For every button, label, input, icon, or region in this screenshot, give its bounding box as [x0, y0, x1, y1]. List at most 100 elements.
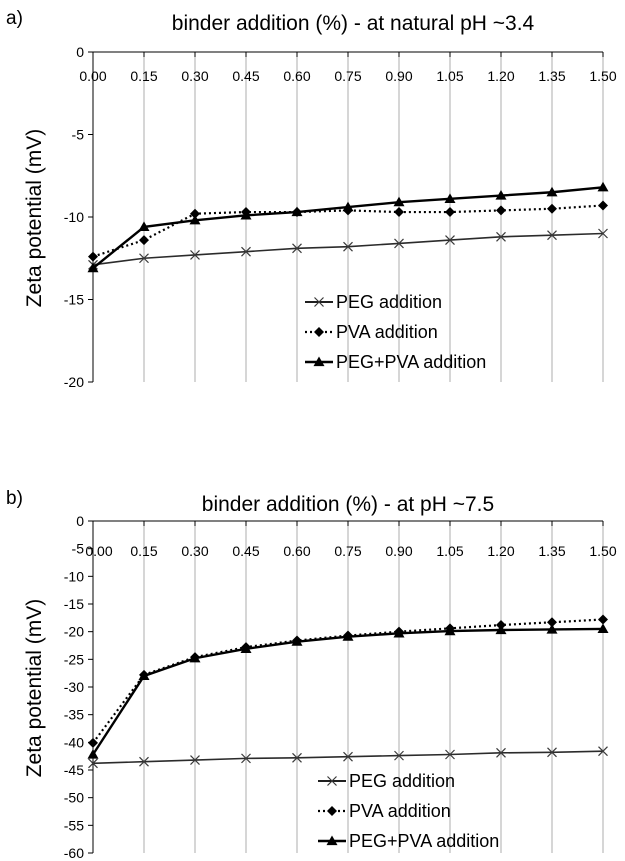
panel-b: b) binder addition (%) - at pH ~7.5 Zeta…: [6, 488, 617, 861]
data-point: [547, 203, 557, 214]
legend-marker: [314, 327, 324, 337]
data-point: [139, 756, 149, 767]
legend-marker: [327, 776, 337, 786]
legend-item: PEG+PVA addition: [305, 352, 486, 372]
legend-label: PVA addition: [349, 801, 451, 821]
x-tick-label: 0.75: [334, 68, 361, 84]
y-tick-label: -20: [64, 624, 84, 640]
data-point: [393, 627, 405, 638]
data-point: [495, 624, 507, 635]
data-point: [292, 752, 302, 763]
data-point: [496, 205, 506, 216]
panel-label: a): [6, 8, 23, 29]
x-tick-label: 1.05: [436, 543, 463, 559]
legend-label: PEG addition: [349, 771, 455, 791]
data-point: [394, 238, 404, 249]
x-tick-label: 0.30: [181, 543, 208, 559]
y-axis-label: Zeta potential (mV): [23, 129, 46, 308]
data-point: [292, 243, 302, 254]
data-point: [598, 614, 608, 625]
y-tick-label: -20: [64, 374, 84, 390]
series-3: [87, 623, 609, 759]
x-ticks: 0.00 0.15 0.30 0.45 0.60 0.75 0.90 1.05 1.20 1.35…: [85, 521, 617, 559]
y-tick-label: -15: [64, 292, 84, 308]
y-ticks: 0 -5 -10 -15 -20 -25 -30 -35 -40 -45 -50 -55 -60: [64, 513, 93, 861]
y-tick-label: -5: [72, 127, 85, 143]
y-tick-label: -15: [64, 596, 84, 612]
x-tick-label: 1.50: [589, 543, 616, 559]
x-ticks: 0.00 0.15 0.30 0.45 0.60 0.75 0.90 1.05 1.20 1.35…: [79, 52, 617, 84]
legend-marker: [326, 835, 338, 846]
legend-item: PVA addition: [305, 322, 438, 342]
data-point: [88, 251, 98, 262]
y-tick-label: -40: [64, 734, 84, 750]
y-tick-label: -45: [64, 762, 84, 778]
y-tick-label: -30: [64, 679, 84, 695]
data-point: [87, 262, 99, 273]
chart-title: binder addition (%) - at natural pH ~3.4: [172, 12, 535, 35]
data-point: [445, 207, 455, 218]
data-point: [547, 230, 557, 241]
x-tick-label: 0.60: [283, 543, 310, 559]
data-point: [343, 751, 353, 762]
data-point: [138, 670, 150, 681]
data-point: [240, 643, 252, 653]
data-point: [240, 209, 252, 220]
series: [87, 614, 609, 769]
panel-a: a) binder addition (%) - at natural pH ~…: [6, 8, 617, 390]
chart-title: binder addition (%) - at pH ~7.5: [202, 493, 494, 516]
x-tick-label: 0.15: [130, 68, 157, 84]
legend-label: PEG+PVA addition: [349, 831, 499, 851]
data-point: [139, 253, 149, 264]
y-tick-label: -10: [64, 209, 84, 225]
legend-label: PVA addition: [336, 322, 438, 342]
series-3: [87, 181, 609, 273]
data-point: [291, 206, 303, 217]
x-tick-label: 0.00: [79, 68, 106, 84]
data-point: [88, 758, 98, 769]
y-tick-label: -5: [72, 541, 85, 557]
y-tick-label: -50: [64, 790, 84, 806]
data-point: [444, 193, 456, 203]
data-point: [343, 241, 353, 252]
legend-item: PEG addition: [318, 771, 455, 791]
y-tick-label: -35: [64, 707, 84, 723]
data-point: [496, 231, 506, 242]
data-point: [241, 246, 251, 257]
data-point: [547, 747, 557, 758]
data-point: [495, 190, 507, 200]
y-tick-label: -25: [64, 651, 84, 667]
data-point: [87, 749, 99, 759]
legend-item: PEG+PVA addition: [318, 831, 499, 851]
data-point: [546, 186, 558, 197]
legend-item: PVA addition: [318, 801, 451, 821]
x-tick-label: 0.45: [232, 543, 259, 559]
y-tick-label: -10: [64, 568, 84, 584]
legend-label: PEG+PVA addition: [336, 352, 486, 372]
x-tick-label: 0.45: [232, 68, 259, 84]
y-tick-label: -60: [64, 845, 84, 861]
data-point: [496, 747, 506, 758]
data-point: [139, 235, 149, 246]
x-tick-label: 1.05: [436, 68, 463, 84]
x-tick-label: 1.35: [538, 543, 565, 559]
data-point: [190, 250, 200, 260]
data-point: [190, 208, 200, 219]
data-point: [138, 221, 150, 232]
data-point: [88, 737, 98, 748]
data-point: [445, 749, 455, 760]
x-tick-label: 1.35: [538, 68, 565, 84]
y-axis-label: Zeta potential (mV): [23, 599, 46, 778]
legend: PEG addition PVA addition PEG+PVA addition: [305, 292, 486, 372]
gridlines: [143, 521, 604, 853]
x-tick-label: 0.30: [181, 68, 208, 84]
data-point: [190, 755, 200, 765]
panel-label: b): [6, 488, 23, 509]
legend-marker: [314, 297, 324, 307]
x-tick-label: 1.20: [487, 543, 514, 559]
data-point: [547, 617, 557, 628]
data-point: [394, 207, 404, 218]
data-point: [342, 631, 354, 641]
data-point: [445, 235, 455, 246]
